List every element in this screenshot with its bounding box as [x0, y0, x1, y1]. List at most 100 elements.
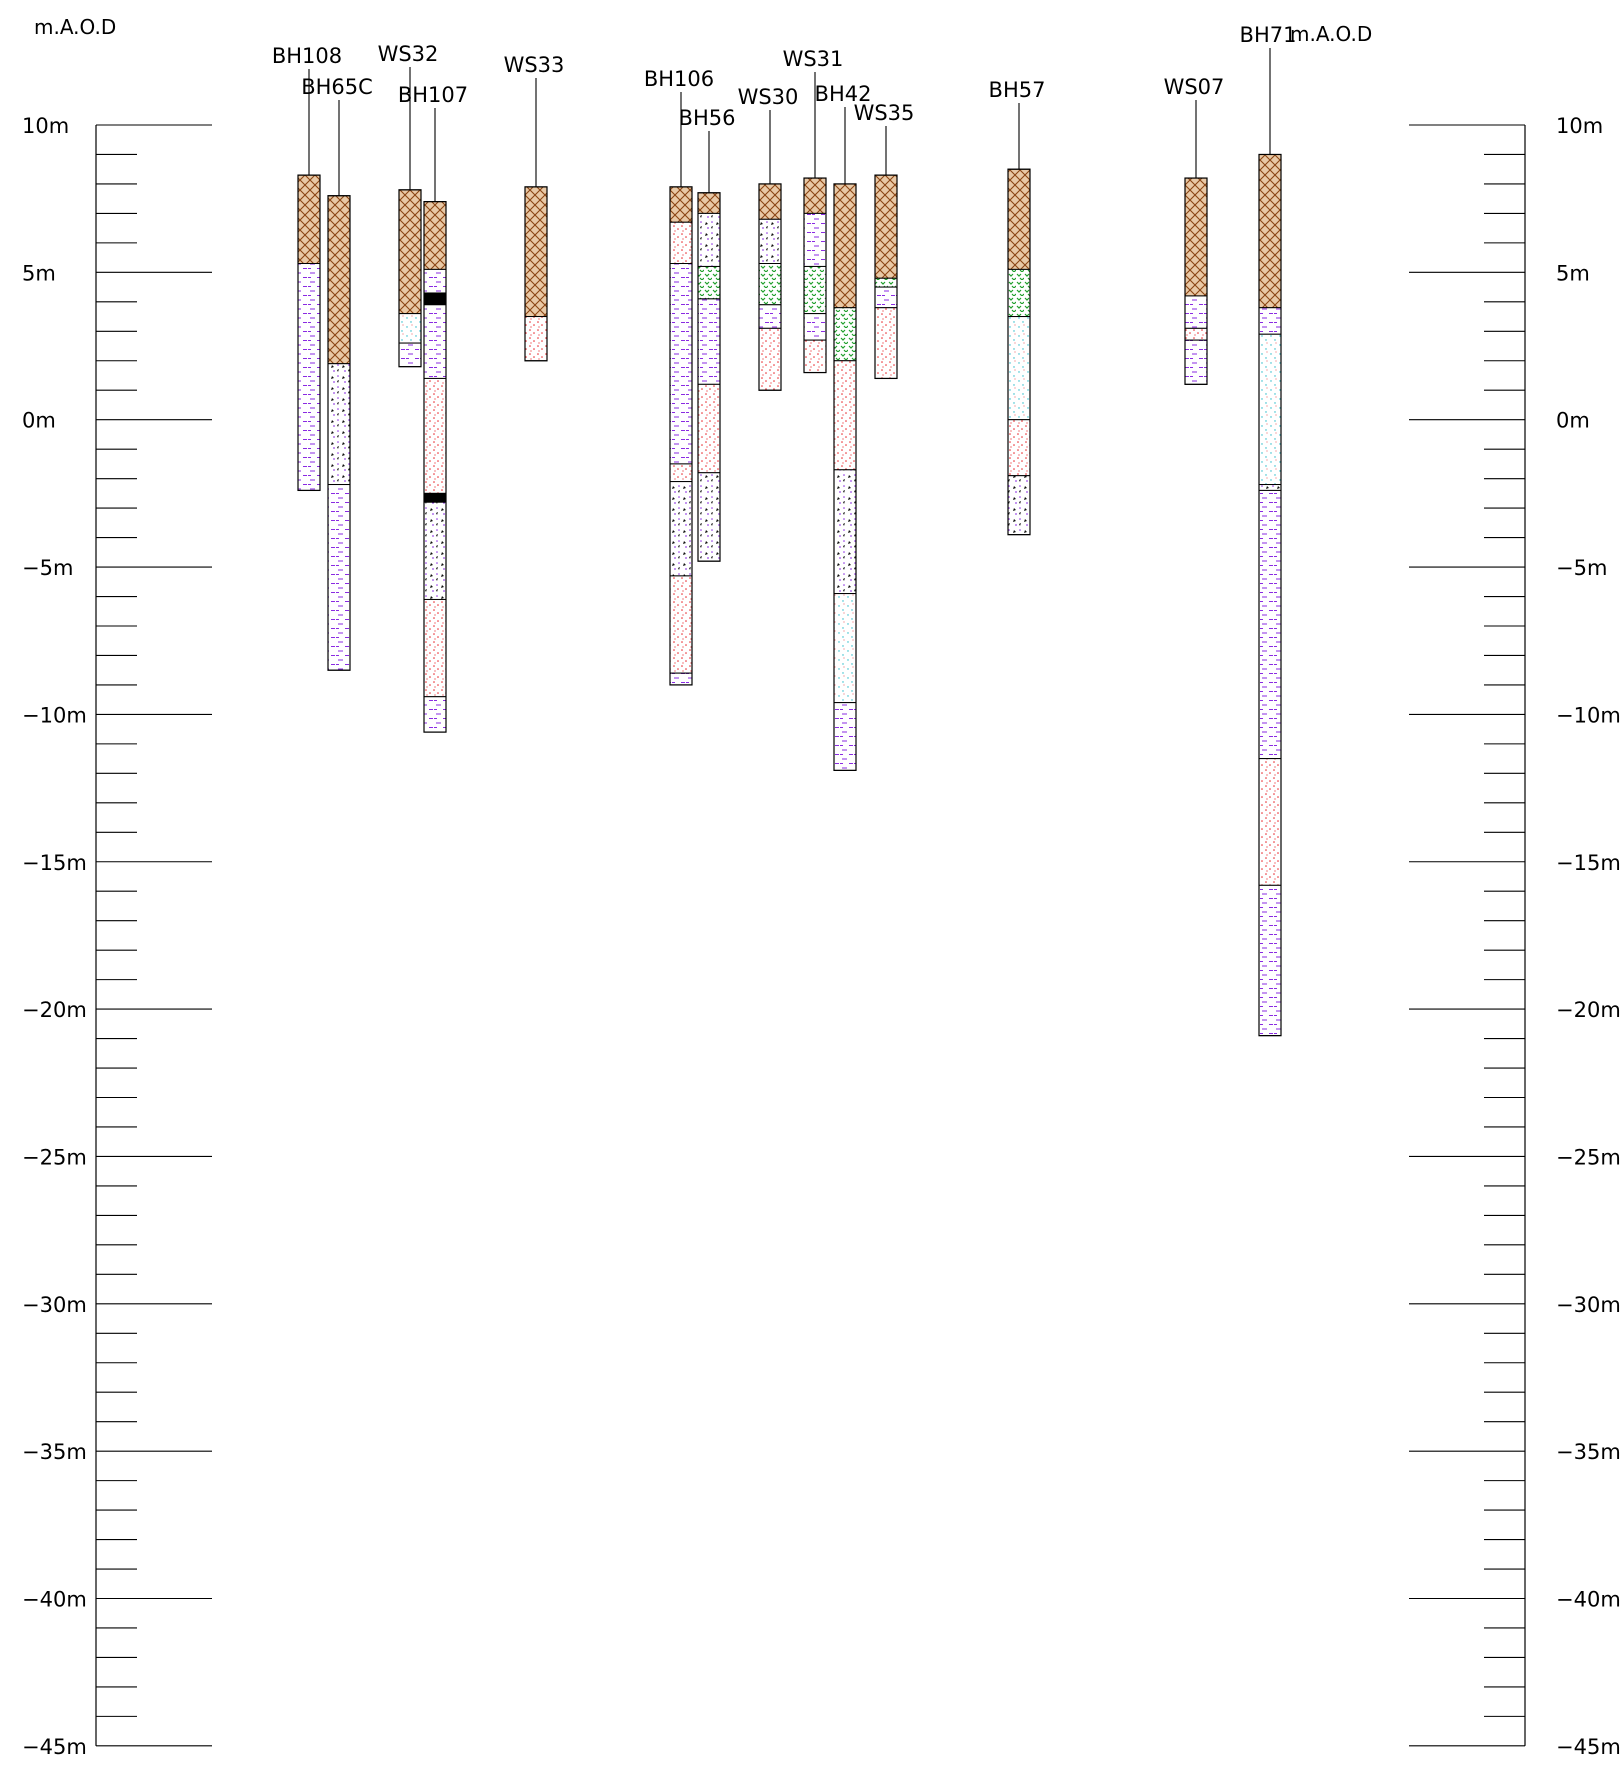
- stratum-sand: [669, 463, 693, 483]
- stratum-sand: [758, 327, 782, 391]
- stratum-gravel: [697, 212, 721, 267]
- borehole-label: WS35: [854, 101, 915, 125]
- stratum-peat: [1007, 268, 1031, 318]
- right-elevation-axis: 10m 5m 0m −5m −10m −15m −20m −25m −30m −35m −40m −4…: [1409, 114, 1621, 1759]
- borehole-column-outline: [398, 189, 422, 368]
- right-tick-label: −10m: [1556, 703, 1621, 727]
- right-tick-label: −40m: [1556, 1588, 1621, 1612]
- stratum-clay: [697, 298, 721, 385]
- stratum-gravel: [669, 481, 693, 577]
- stratum-made-ground: [697, 192, 721, 214]
- stratum-made-ground: [669, 186, 693, 223]
- borehole-label: BH71: [1240, 23, 1297, 47]
- borehole-column-outline: [423, 201, 447, 733]
- stratum-sand: [1007, 419, 1031, 477]
- right-tick-label: −35m: [1556, 1440, 1621, 1464]
- stratum-made-ground: [297, 174, 321, 265]
- stratum-made-ground: [874, 174, 898, 279]
- left-tick-label: −35m: [22, 1440, 87, 1464]
- stratum-made-ground: [327, 195, 351, 365]
- stratum-clay: [833, 702, 857, 771]
- left-tick-label: 10m: [22, 114, 69, 138]
- stratum-clay: [669, 263, 693, 465]
- stratum-sand: [803, 339, 827, 374]
- borehole-label: BH106: [644, 67, 714, 91]
- right-tick-label: 0m: [1556, 409, 1590, 433]
- stratum-clay: [297, 263, 321, 491]
- stratum-sand: [1258, 758, 1282, 886]
- stratum-sand: [833, 360, 857, 471]
- borehole-column-outline: [669, 186, 693, 686]
- stratum-clay: [1258, 489, 1282, 760]
- borehole-ws30: WS30: [738, 85, 798, 391]
- borehole-column-outline: [803, 177, 827, 374]
- borehole-label: WS07: [1164, 75, 1225, 99]
- stratum-peat: [833, 307, 857, 362]
- stratum-gravel: [697, 472, 721, 562]
- stratum-sand: [874, 307, 898, 379]
- borehole-bh57: BH57: [989, 78, 1045, 536]
- left-tick-label: 5m: [22, 261, 56, 285]
- right-tick-label: 5m: [1556, 261, 1590, 285]
- borehole-label: BH42: [815, 82, 872, 106]
- borehole-label: BH107: [398, 83, 468, 107]
- borehole-column-outline: [874, 174, 898, 380]
- left-tick-label: −15m: [22, 851, 87, 875]
- left-axis-title: m.A.O.D: [34, 15, 116, 39]
- stratum-sand: [423, 598, 447, 698]
- borehole-bh65c: BH65C: [301, 75, 373, 671]
- stratum-sand: [1184, 327, 1208, 341]
- stratum-made-ground: [1184, 177, 1208, 297]
- stratum-clay: [423, 696, 447, 733]
- stratum-clay: [803, 212, 827, 267]
- stratum-clay: [398, 342, 422, 368]
- left-tick-label: −45m: [22, 1735, 87, 1759]
- borehole-ws35: WS35: [854, 101, 915, 380]
- stratum-made-ground: [833, 183, 857, 309]
- left-tick-label: −40m: [22, 1588, 87, 1612]
- borehole-column-outline: [758, 183, 782, 391]
- stratum-silty-sand: [398, 313, 422, 344]
- left-tick-label: −30m: [22, 1293, 87, 1317]
- borehole-ws32: WS32: [378, 42, 439, 368]
- stratum-sand: [697, 383, 721, 474]
- stratum-made-ground: [1258, 153, 1282, 309]
- borehole-bh108: BH108: [272, 44, 342, 492]
- borehole-label: WS31: [783, 47, 844, 71]
- borehole-column-outline: [327, 195, 351, 671]
- right-axis-title: m.A.O.D: [1290, 22, 1372, 46]
- stratum-made-ground: [423, 201, 447, 270]
- stratum-sand: [423, 377, 447, 494]
- borehole-column-outline: [524, 186, 548, 362]
- borehole-label: BH108: [272, 44, 342, 68]
- stratum-gravel: [327, 363, 351, 486]
- borehole-column-outline: [1007, 168, 1031, 536]
- borehole-ws31: WS31: [783, 47, 844, 374]
- stratum-silty-sand: [1007, 316, 1031, 421]
- left-tick-label: −25m: [22, 1145, 87, 1169]
- borehole-bh42: BH42: [815, 82, 872, 771]
- stratum-clay: [423, 268, 447, 294]
- stratum-made-ground: [524, 186, 548, 318]
- right-tick-label: −30m: [1556, 1293, 1621, 1317]
- stratum-clay: [1184, 339, 1208, 385]
- right-tick-label: −20m: [1556, 998, 1621, 1022]
- stratum-peat: [803, 265, 827, 315]
- stratum-coal: [423, 292, 447, 306]
- right-tick-label: −45m: [1556, 1735, 1621, 1759]
- borehole-label: WS32: [378, 42, 439, 66]
- borehole-bh71: BH71: [1240, 23, 1297, 1037]
- right-tick-label: −25m: [1556, 1145, 1621, 1169]
- stratum-clay: [874, 286, 898, 309]
- borehole-ws33: WS33: [504, 53, 564, 362]
- stratum-clay: [1184, 295, 1208, 329]
- left-tick-label: −5m: [22, 556, 73, 580]
- left-tick-label: −20m: [22, 998, 87, 1022]
- stratum-gravel: [423, 501, 447, 600]
- borehole-column-outline: [697, 192, 721, 562]
- stratum-peat: [874, 277, 898, 288]
- stratum-made-ground: [1007, 168, 1031, 270]
- stratum-peat: [697, 265, 721, 300]
